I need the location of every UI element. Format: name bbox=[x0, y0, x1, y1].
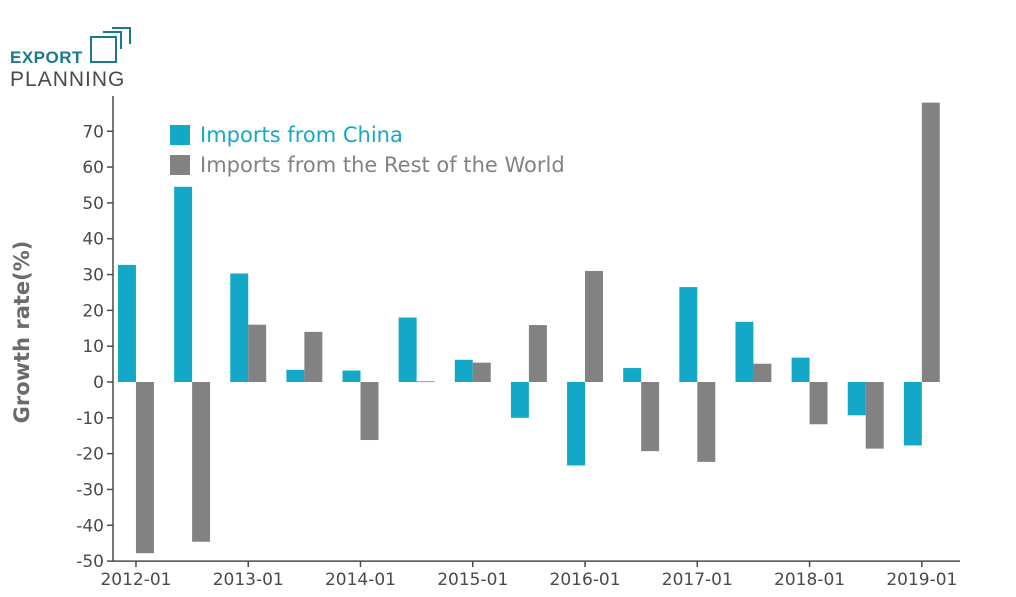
y-tick-label: 0 bbox=[93, 373, 104, 393]
y-tick-label: -10 bbox=[76, 409, 104, 429]
x-tick-label: 2017-01 bbox=[662, 570, 733, 590]
bar-rest-of-world-2017-07 bbox=[753, 363, 772, 382]
x-tick-label: 2018-01 bbox=[774, 570, 845, 590]
bar-china-2019-01 bbox=[903, 382, 922, 446]
bar-china-2015-01 bbox=[454, 359, 473, 382]
x-tick-label: 2015-01 bbox=[437, 570, 508, 590]
bar-rest-of-world-2017-01 bbox=[697, 382, 716, 462]
legend-swatch-china bbox=[170, 125, 190, 145]
bar-china-2014-01 bbox=[342, 370, 361, 382]
bar-rest-of-world-2016-01 bbox=[585, 270, 603, 382]
x-tick-label: 2019-01 bbox=[886, 570, 957, 590]
y-tick-label: 30 bbox=[82, 266, 104, 286]
bar-china-2015-07 bbox=[510, 382, 529, 418]
bar-rest-of-world-2015-07 bbox=[528, 325, 547, 382]
ticks-group: -50 -40 -30 -20 -10 0 10 20 30 40 50 60 70 2012-01 201… bbox=[76, 122, 957, 590]
y-tick-label: 20 bbox=[82, 301, 104, 321]
legend: Imports from China Imports from the Rest… bbox=[170, 120, 565, 180]
bars-group bbox=[118, 102, 940, 554]
legend-item-china: Imports from China bbox=[170, 120, 565, 150]
bar-china-2012-01 bbox=[118, 264, 136, 382]
y-tick-label: -20 bbox=[76, 445, 104, 465]
bar-china-2013-01 bbox=[230, 273, 249, 382]
logo-text-export: EXPORT bbox=[10, 48, 83, 67]
logo-square-icon bbox=[90, 27, 131, 63]
bar-china-2018-07 bbox=[847, 382, 866, 416]
x-tick-label: 2013-01 bbox=[213, 570, 284, 590]
bar-china-2016-07 bbox=[623, 368, 642, 382]
y-tick-label: 70 bbox=[82, 122, 104, 142]
bar-rest-of-world-2013-07 bbox=[304, 331, 323, 382]
bar-china-2012-07 bbox=[174, 186, 193, 382]
bar-china-2017-01 bbox=[679, 287, 698, 382]
y-tick-label: -40 bbox=[76, 516, 104, 536]
logo-text-planning: PLANNING bbox=[10, 68, 126, 91]
y-tick-label: 40 bbox=[82, 230, 104, 250]
y-tick-label: 60 bbox=[82, 158, 104, 178]
legend-label-rest-of-world: Imports from the Rest of the World bbox=[200, 153, 565, 177]
x-tick-label: 2014-01 bbox=[325, 570, 396, 590]
bar-china-2018-01 bbox=[791, 357, 810, 382]
bar-rest-of-world-2012-01 bbox=[135, 382, 154, 554]
legend-label-china: Imports from China bbox=[200, 123, 403, 147]
bar-rest-of-world-2018-01 bbox=[809, 382, 828, 425]
bar-rest-of-world-2016-07 bbox=[641, 382, 660, 452]
bar-china-2014-07 bbox=[398, 317, 417, 382]
x-tick-label: 2012-01 bbox=[100, 570, 171, 590]
y-axis-label: Growth rate(%) bbox=[10, 240, 34, 424]
bar-rest-of-world-2014-07 bbox=[416, 381, 435, 383]
legend-swatch-rest-of-world bbox=[170, 155, 190, 175]
y-tick-label: 50 bbox=[82, 194, 104, 214]
bar-rest-of-world-2013-01 bbox=[248, 324, 267, 382]
bar-china-2017-07 bbox=[735, 321, 754, 382]
bar-china-2016-01 bbox=[567, 382, 586, 466]
x-tick-label: 2016-01 bbox=[550, 570, 621, 590]
bar-rest-of-world-2012-07 bbox=[192, 382, 211, 542]
axes-group bbox=[112, 96, 960, 562]
bar-rest-of-world-2019-01 bbox=[921, 102, 940, 382]
bar-china-2013-07 bbox=[286, 369, 305, 382]
y-tick-label: -30 bbox=[76, 480, 104, 500]
y-tick-label: -50 bbox=[76, 552, 104, 572]
y-tick-label: 10 bbox=[82, 337, 104, 357]
bar-rest-of-world-2015-01 bbox=[472, 362, 491, 382]
bar-rest-of-world-2018-07 bbox=[865, 382, 884, 449]
bar-rest-of-world-2014-01 bbox=[360, 382, 379, 441]
legend-item-rest-of-world: Imports from the Rest of the World bbox=[170, 150, 565, 180]
